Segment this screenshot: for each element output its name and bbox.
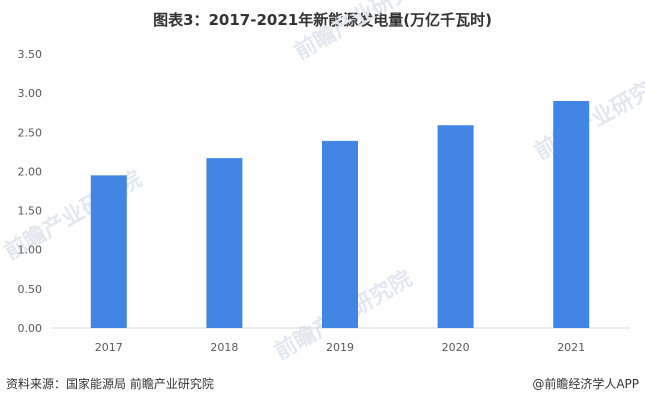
credit-note: @前瞻经济学人APP xyxy=(532,377,639,391)
bar-2018 xyxy=(206,158,243,328)
y-tick-label: 3.00 xyxy=(18,87,43,100)
watermark-text: 前瞻产业研究院 xyxy=(290,0,436,65)
x-tick-label: 2019 xyxy=(326,341,354,354)
y-tick-label: 1.00 xyxy=(18,244,43,257)
bar-2017 xyxy=(90,175,127,328)
x-tick-label: 2017 xyxy=(95,341,123,354)
x-tick-label: 2018 xyxy=(210,341,238,354)
source-note: 资料来源：国家能源局 前瞻产业研究院 xyxy=(6,377,214,391)
y-tick-label: 1.50 xyxy=(18,205,43,218)
x-tick-label: 2020 xyxy=(442,341,470,354)
x-axis-ticks: 2017 2018 2019 2020 2021 xyxy=(95,341,585,354)
chart-title: 图表3：2017-2021年新能源发电量(万亿千瓦时) xyxy=(153,11,492,29)
bar-series xyxy=(90,100,590,329)
bar-2019 xyxy=(322,140,358,328)
y-axis-ticks: 0.00 0.50 1.00 1.50 2.00 2.50 3.00 3.50 xyxy=(18,48,43,335)
y-tick-label: 2.00 xyxy=(18,165,43,178)
bar-2021 xyxy=(553,100,590,328)
bar-2020 xyxy=(437,125,474,329)
y-tick-label: 3.50 xyxy=(18,48,43,61)
y-tick-label: 2.50 xyxy=(18,126,43,139)
y-tick-label: 0.00 xyxy=(18,322,43,335)
x-tick-label: 2021 xyxy=(557,341,585,354)
y-tick-label: 0.50 xyxy=(18,283,43,296)
